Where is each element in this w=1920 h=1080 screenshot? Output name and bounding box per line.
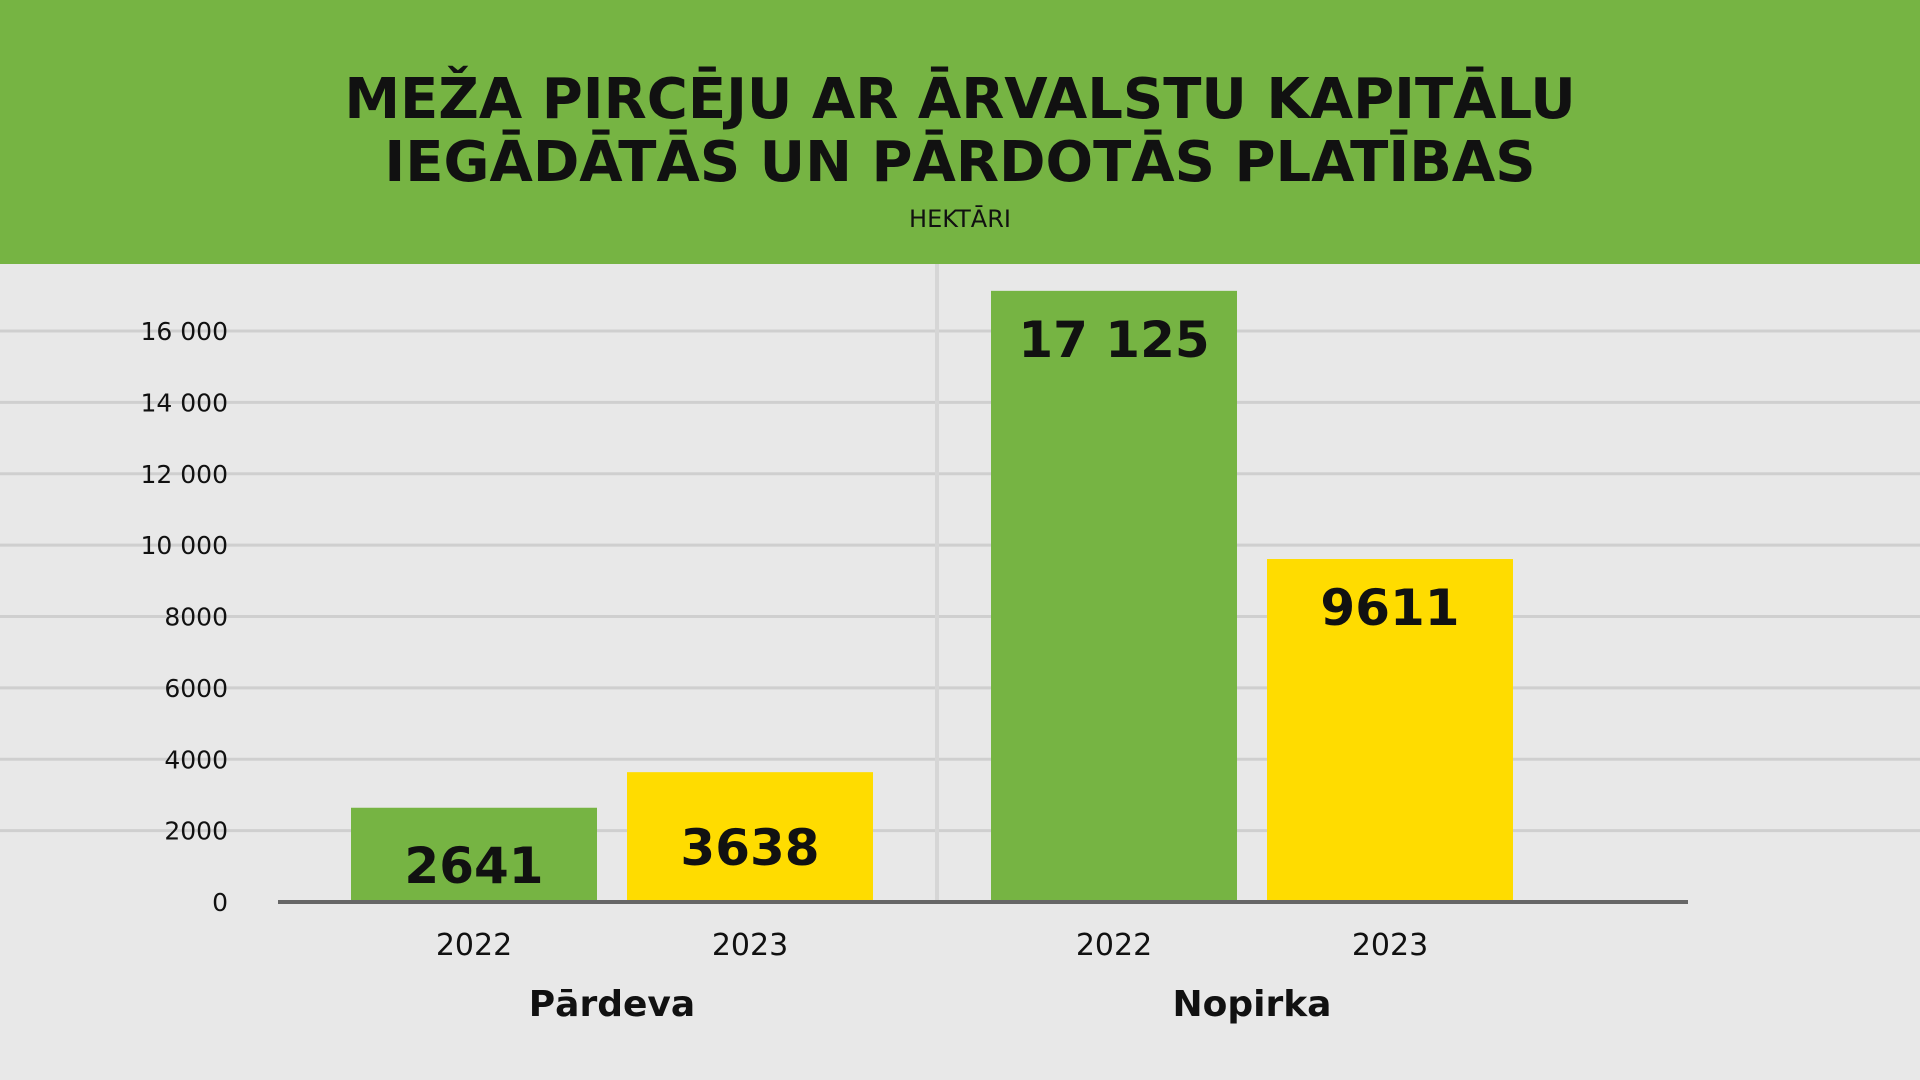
bars — [351, 290, 1513, 902]
group-label: Pārdeva — [529, 984, 695, 1025]
data-label: 3638 — [680, 819, 819, 877]
gridlines — [0, 264, 1920, 902]
x-tick-label: 2023 — [1352, 928, 1428, 963]
bar-pārdeva-2023 — [627, 772, 873, 902]
data-label: 9611 — [1320, 579, 1459, 637]
y-tick-label: 2000 — [164, 817, 228, 846]
x-tick-label: 2022 — [1076, 928, 1152, 963]
y-tick-label: 6000 — [164, 674, 228, 703]
chart-title-line-1: MEŽA PIRCĒJU AR ĀRVALSTU KAPITĀLU — [344, 67, 1576, 132]
data-label: 17 125 — [1018, 311, 1209, 369]
chart-title-line-2: IEGĀDĀTĀS UN PĀRDOTĀS PLATĪBAS — [384, 130, 1536, 195]
y-tick-label: 12 000 — [141, 460, 228, 489]
y-tick-label: 0 — [212, 888, 228, 917]
chart-labels: 0 2000 4000 6000 8000 10 000 12 000 14 000 16 00… — [141, 311, 1688, 1025]
x-tick-label: 2022 — [436, 928, 512, 963]
group-label: Nopirka — [1173, 984, 1332, 1025]
data-label: 2641 — [404, 837, 543, 895]
bar-pārdeva-2022 — [351, 807, 597, 902]
x-tick-label: 2023 — [712, 928, 788, 963]
bar-nopirka-2022 — [991, 290, 1237, 902]
chart-subtitle: HEKTĀRI — [909, 205, 1011, 233]
y-tick-label: 14 000 — [141, 388, 228, 417]
bar-nopirka-2023 — [1267, 559, 1513, 902]
header-banner: MEŽA PIRCĒJU AR ĀRVALSTU KAPITĀLU IEGĀDĀ… — [0, 0, 1920, 264]
y-tick-label: 10 000 — [141, 531, 228, 560]
y-tick-label: 16 000 — [141, 317, 228, 346]
y-tick-label: 8000 — [164, 603, 228, 632]
y-tick-label: 4000 — [164, 745, 228, 774]
